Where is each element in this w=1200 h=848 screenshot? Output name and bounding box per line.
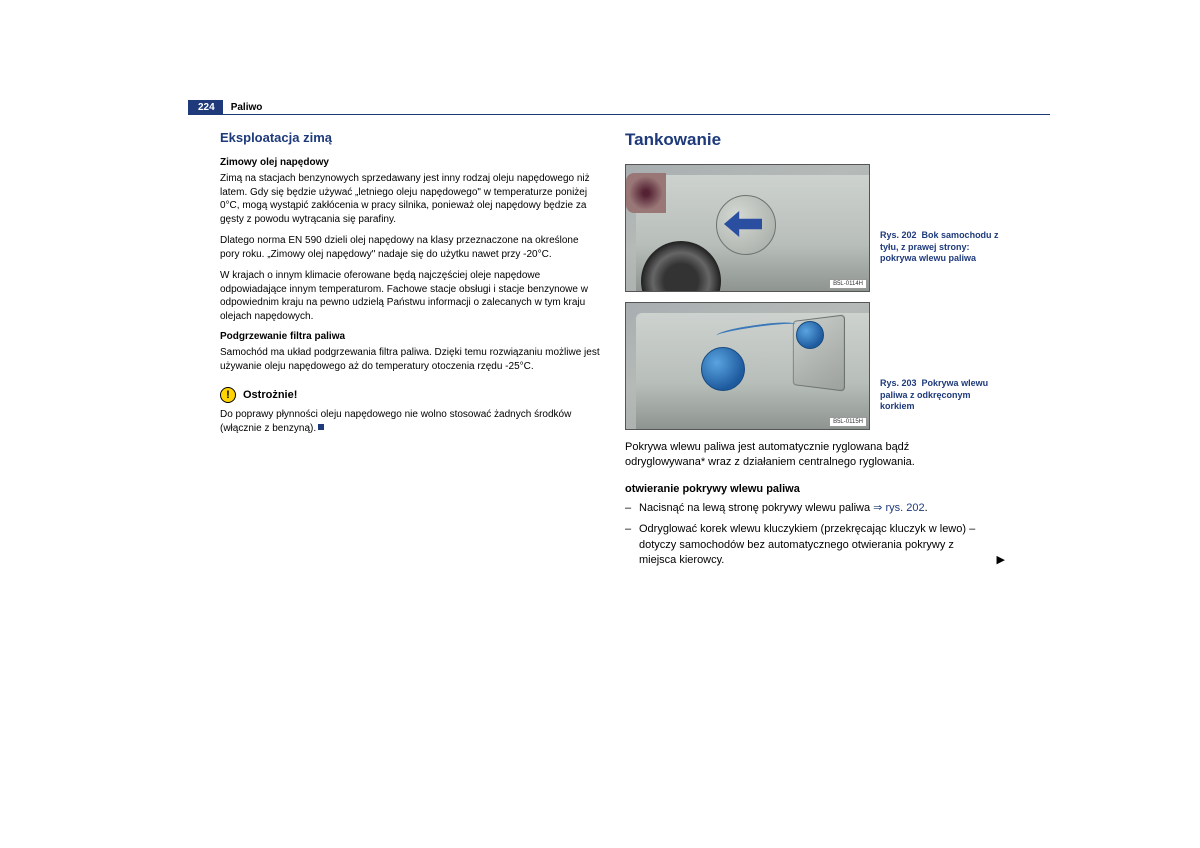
paragraph: Samochód ma układ podgrzewania filtra pa… (220, 346, 600, 373)
continue-arrow-icon: ▶ (997, 553, 1005, 568)
caution-text: Do poprawy płynności oleju napędowego ni… (220, 408, 600, 435)
page-number-badge: 224 (188, 100, 223, 115)
header-section-title: Paliwo (231, 102, 263, 113)
left-column: Eksploatacja zimą Zimowy olej napędowy Z… (220, 130, 600, 574)
figure-203-caption: Rys. 203 Pokrywa wlewu paliwa z odkręcon… (880, 378, 1000, 413)
subsection-filter-heating-title: Podgrzewanie filtra paliwa (220, 331, 600, 342)
subsection-opening-title: otwieranie pokrywy wlewu paliwa (625, 483, 985, 495)
reference-arrow-icon: ⇒ (873, 502, 885, 514)
caution-header: ! Ostrożnie! (220, 387, 600, 403)
left-heading: Eksploatacja zimą (220, 130, 600, 145)
figure-reference-link[interactable]: rys. 202 (885, 502, 924, 514)
figure-202-caption: Rys. 202 Bok samochodu z tyłu, z prawej … (880, 230, 1000, 265)
end-marker-icon (318, 424, 324, 430)
list-text: Odryglować korek wlewu kluczykiem (przek… (639, 523, 975, 566)
paragraph: Dlatego norma EN 590 dzieli olej napędow… (220, 234, 600, 261)
caution-icon: ! (220, 387, 236, 403)
subsection-winter-diesel-title: Zimowy olej napędowy (220, 157, 600, 168)
header-rule (188, 114, 1050, 115)
figure-label: Rys. 203 (880, 378, 917, 388)
page-header: 224 Paliwo (188, 100, 262, 115)
right-heading: Tankowanie (625, 130, 985, 150)
list-item: Odryglować korek wlewu kluczykiem (przek… (625, 522, 985, 568)
paragraph: Zimą na stacjach benzynowych sprzedawany… (220, 172, 600, 226)
list-text: Nacisnąć na lewą stronę pokrywy wlewu pa… (639, 502, 873, 514)
caution-body: Do poprawy płynności oleju napędowego ni… (220, 409, 571, 434)
figure-badge: B5L-0115H (829, 417, 867, 427)
caution-label: Ostrożnie! (243, 389, 297, 401)
intro-paragraph: Pokrywa wlewu paliwa jest automatycznie … (625, 440, 985, 471)
figure-badge: B5L-0114H (829, 279, 867, 289)
paragraph: W krajach o innym klimacie oferowane będ… (220, 269, 600, 323)
list-item: Nacisnąć na lewą stronę pokrywy wlewu pa… (625, 501, 985, 516)
right-column: Tankowanie B5L-0114H Rys. 202 Bok samoch… (625, 130, 985, 574)
figure-203: B5L-0115H (625, 302, 870, 430)
figure-label: Rys. 202 (880, 230, 917, 240)
figure-202: B5L-0114H (625, 164, 870, 292)
